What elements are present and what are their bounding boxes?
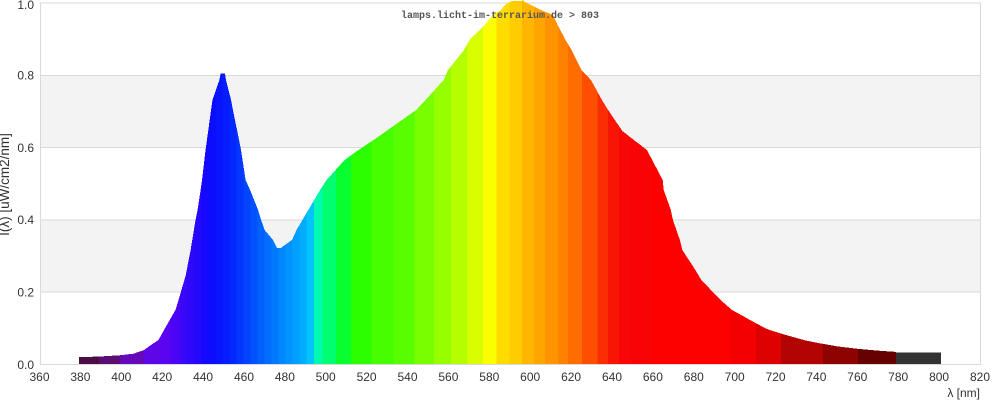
svg-text:540: 540 [397, 370, 417, 384]
svg-text:0.4: 0.4 [17, 213, 34, 227]
svg-text:560: 560 [438, 370, 458, 384]
svg-text:0.0: 0.0 [17, 358, 34, 372]
svg-text:λ [nm]: λ [nm] [947, 386, 980, 400]
svg-text:600: 600 [520, 370, 540, 384]
svg-text:760: 760 [847, 370, 867, 384]
svg-text:I(λ) [uW/cm2/nm]: I(λ) [uW/cm2/nm] [0, 133, 12, 236]
svg-text:lamps.licht-im-terrarium.de >: lamps.licht-im-terrarium.de > 803 [401, 10, 599, 22]
svg-text:0.8: 0.8 [17, 69, 34, 83]
svg-text:580: 580 [479, 370, 499, 384]
svg-text:700: 700 [725, 370, 745, 384]
svg-text:0.2: 0.2 [17, 286, 34, 300]
svg-text:780: 780 [888, 370, 908, 384]
svg-text:500: 500 [316, 370, 336, 384]
svg-text:360: 360 [29, 370, 49, 384]
svg-text:440: 440 [193, 370, 213, 384]
svg-text:400: 400 [111, 370, 131, 384]
svg-text:680: 680 [684, 370, 704, 384]
svg-text:460: 460 [234, 370, 254, 384]
svg-text:1.0: 1.0 [17, 0, 34, 12]
svg-text:0.6: 0.6 [17, 141, 34, 155]
svg-text:800: 800 [929, 370, 949, 384]
svg-text:420: 420 [152, 370, 172, 384]
svg-text:740: 740 [806, 370, 826, 384]
svg-text:720: 720 [766, 370, 786, 384]
svg-text:820: 820 [970, 370, 990, 384]
svg-text:520: 520 [357, 370, 377, 384]
svg-text:380: 380 [70, 370, 90, 384]
svg-text:640: 640 [602, 370, 622, 384]
svg-text:660: 660 [643, 370, 663, 384]
svg-text:480: 480 [275, 370, 295, 384]
svg-text:620: 620 [561, 370, 581, 384]
